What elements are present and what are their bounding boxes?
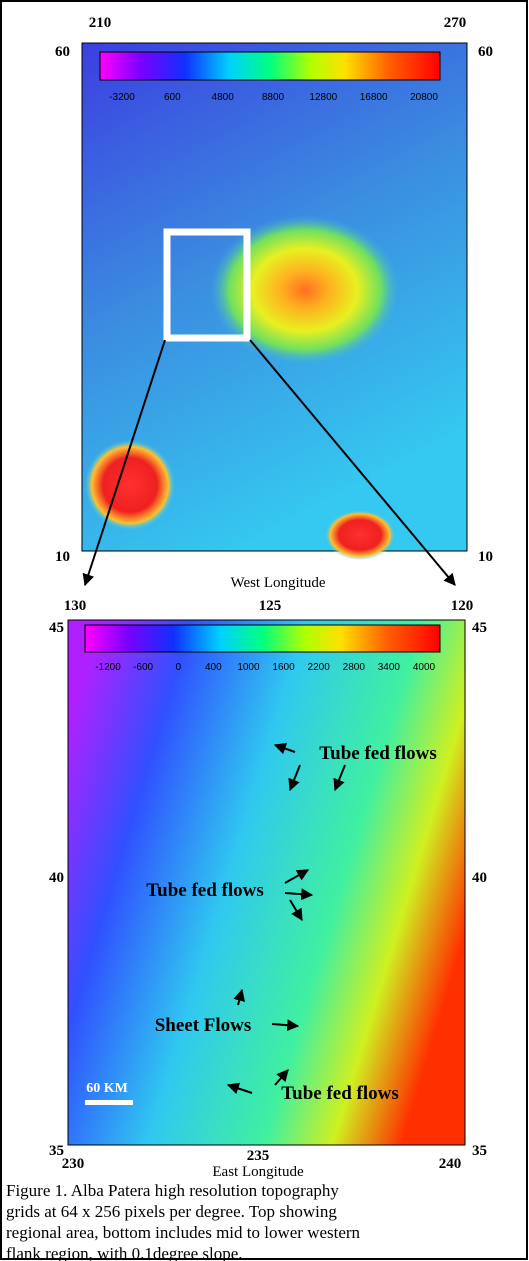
caption-line: flank region, with 0.1degree slope.	[6, 1244, 243, 1261]
colorbar-label: 600	[164, 92, 181, 103]
page: {"top_map": { "ticks": {"top_left": "210…	[0, 0, 529, 1261]
tick-label: 210	[89, 15, 112, 31]
colorbar-label: 3400	[378, 662, 401, 673]
colorbar-label: 4800	[212, 92, 235, 103]
colorbar-label: -1200	[95, 662, 121, 673]
caption-line: grids at 64 x 256 pixels per degree. Top…	[6, 1202, 337, 1221]
annotation: Tube fed flows	[281, 1083, 399, 1104]
colorbar-label: 1600	[272, 662, 295, 673]
tick-label: 10	[478, 549, 493, 565]
colorbar-label: 2800	[343, 662, 366, 673]
tick-label: 10	[55, 549, 70, 565]
tick-label: 60	[478, 44, 493, 60]
colorbar-label: 0	[175, 662, 181, 673]
colorbar-label: 12800	[309, 92, 337, 103]
axis-label: East Longitude	[212, 1164, 304, 1180]
colorbar-label: 400	[205, 662, 222, 673]
annotation: Tube fed flows	[146, 880, 264, 901]
tick-label: 235	[247, 1148, 270, 1164]
tick-label: 45	[472, 620, 487, 636]
tick-label: 45	[49, 620, 64, 636]
tick-label: 35	[472, 1143, 487, 1159]
alba-patera	[210, 215, 400, 365]
colorbar-label: -600	[133, 662, 153, 673]
caption-line: regional area, bottom includes mid to lo…	[6, 1223, 361, 1242]
scale-label: 60 KM	[86, 1081, 128, 1096]
tick-label: 120	[451, 598, 474, 614]
annotation: Sheet Flows	[155, 1015, 252, 1036]
volcano	[325, 510, 395, 560]
tick-label: 125	[259, 598, 282, 614]
scale-bar	[85, 1100, 133, 1105]
axis-label: West Longitude	[230, 575, 325, 591]
figure: 210 270 60 60 10 10 West Longitude -3200…	[0, 0, 529, 1261]
tick-label: 130	[64, 598, 87, 614]
colorbar-label: 16800	[360, 92, 388, 103]
annotation: Tube fed flows	[319, 743, 437, 764]
bottom-map	[68, 620, 465, 1145]
tick-label: 40	[472, 870, 487, 886]
tick-label: 60	[55, 44, 70, 60]
top-colorbar	[100, 52, 440, 80]
colorbar-label: 1000	[237, 662, 260, 673]
caption-line: Figure 1. Alba Patera high resolution to…	[6, 1181, 339, 1200]
colorbar-label: 8800	[262, 92, 285, 103]
colorbar-label: -3200	[109, 92, 135, 103]
colorbar-label: 20800	[410, 92, 438, 103]
colorbar-label: 4000	[413, 662, 436, 673]
bottom-colorbar	[85, 625, 440, 652]
tick-label: 270	[444, 15, 467, 31]
tick-label: 240	[439, 1156, 462, 1172]
tick-label: 230	[62, 1156, 85, 1172]
volcano	[85, 440, 175, 530]
tick-label: 40	[49, 870, 64, 886]
colorbar-label: 2200	[308, 662, 331, 673]
caption: Figure 1. Alba Patera high resolution to…	[6, 1181, 361, 1261]
